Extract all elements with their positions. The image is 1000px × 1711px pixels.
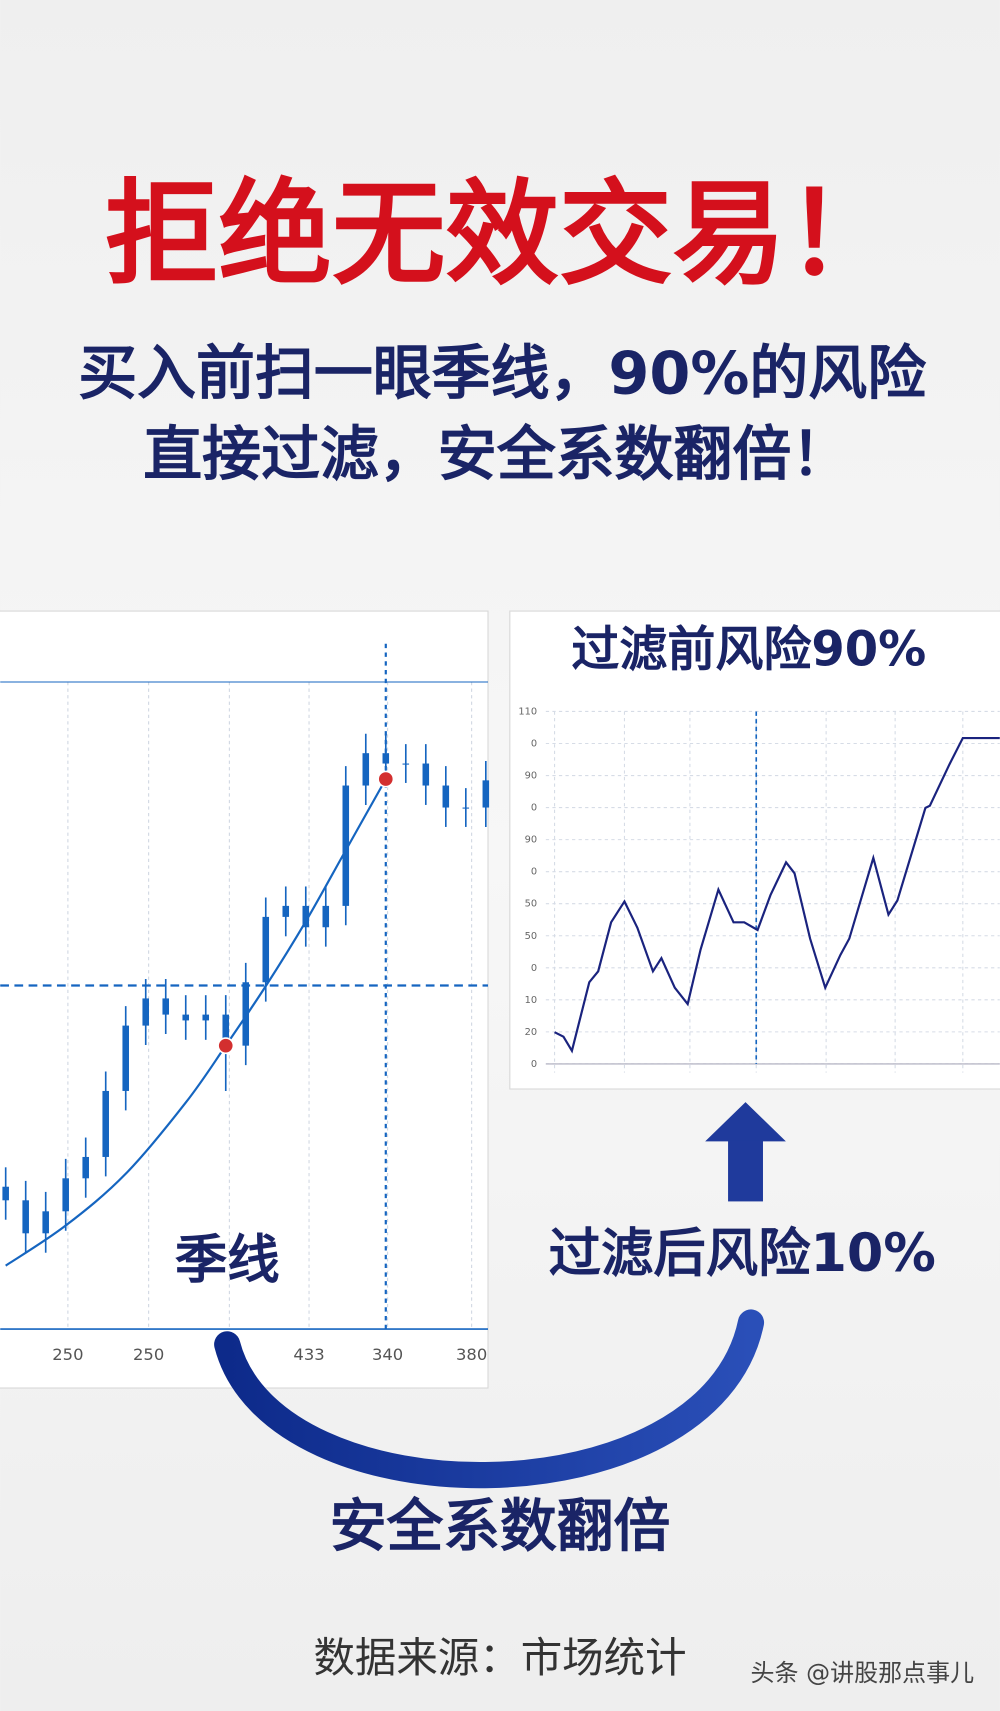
candle-body [322, 905, 330, 928]
y-tick-label: 0 [531, 867, 537, 878]
up-arrow [705, 1102, 786, 1202]
candle-body [462, 807, 470, 809]
y-tick-label: 0 [531, 1059, 537, 1070]
y-tick-label: 90 [525, 835, 538, 846]
marker [377, 770, 395, 788]
candle-body [402, 763, 410, 765]
watermark: 头条 @讲股那点事儿 [750, 1659, 974, 1687]
candle-body [202, 1014, 210, 1021]
y-tick-label: 20 [525, 1027, 538, 1038]
right-panel [509, 610, 1000, 1090]
candle-body [22, 1200, 29, 1234]
candle-body [262, 916, 270, 983]
y-tick-label: 90 [525, 771, 538, 782]
subtitle: 直接过滤，安全系数翻倍！ [143, 419, 850, 488]
left-chart: 250 250 433 340 380 季线 [0, 643, 490, 1364]
candle-body [342, 785, 350, 906]
y-tick-label: 0 [531, 963, 537, 974]
candle-body [442, 785, 450, 808]
risk-line [554, 736, 1000, 1054]
candle-body [102, 1090, 109, 1157]
x-tick-label: 250 [52, 1345, 83, 1364]
candle-body [162, 998, 170, 1015]
after-label: 过滤后风险10% [549, 1223, 936, 1284]
line-label: 季线 [175, 1230, 280, 1291]
y-tick-label: 50 [525, 931, 538, 942]
x-tick-label: 340 [372, 1345, 403, 1364]
candle-body [142, 998, 149, 1026]
candle-body [62, 1178, 69, 1212]
y-tick-label: 110 [518, 706, 537, 717]
candle-body [182, 1014, 190, 1021]
candle-body [482, 780, 490, 808]
candle-body [122, 1025, 129, 1091]
candle-body [282, 905, 290, 917]
source: 数据来源：市场统计 [313, 1634, 686, 1682]
y-tick-label: 50 [525, 899, 538, 910]
candle-body [2, 1186, 9, 1201]
candle-body [422, 763, 430, 786]
candle-body [302, 905, 310, 928]
right-chart: 过滤前风险90% 0 20 10 0 50 50 0 90 0 90 0 110 [518, 622, 1000, 1073]
marker [217, 1037, 235, 1055]
arrow-head [705, 1102, 786, 1142]
title: 拒绝无效交易！ [105, 168, 899, 300]
candle-body [362, 753, 370, 786]
y-tick-label: 10 [525, 995, 538, 1006]
subtitle: 买入前扫一眼季线，90%的风险 [78, 339, 927, 408]
arrow-shaft [728, 1140, 763, 1202]
curved-arrow [214, 1309, 765, 1489]
y-tick-label: 0 [531, 739, 537, 750]
candle-body [242, 982, 250, 1046]
x-tick-label: 380 [456, 1345, 487, 1364]
chart-title: 过滤前风险90% [571, 622, 926, 678]
x-tick-label: 250 [133, 1345, 164, 1364]
candle-body [42, 1211, 49, 1234]
candle-body [82, 1156, 89, 1179]
candle-body [382, 753, 390, 764]
double-label: 安全系数翻倍 [330, 1493, 670, 1559]
x-tick-label: 433 [293, 1345, 324, 1364]
candle-body [222, 1014, 230, 1046]
y-tick-label: 0 [531, 803, 537, 814]
